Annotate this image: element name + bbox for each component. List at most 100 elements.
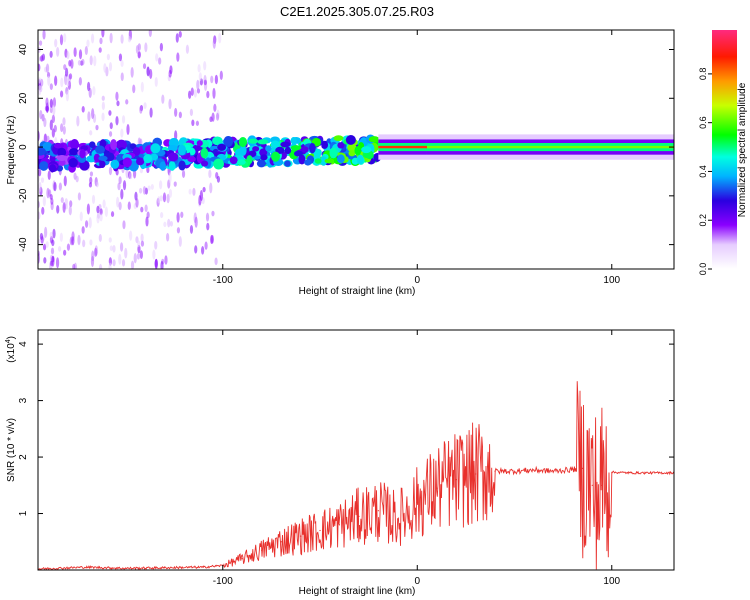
spectrogram-speckle (129, 230, 133, 241)
spectrogram-speckle (211, 210, 215, 217)
spectrogram-speckle (140, 240, 145, 247)
spectrogram-speckle (142, 185, 147, 195)
spectrogram-speckle (120, 188, 124, 200)
spectrogram-cell (167, 144, 178, 152)
spectrogram-speckle (199, 189, 204, 202)
spectrogram-speckle (89, 176, 93, 184)
snr-series-line (38, 381, 674, 570)
spectrogram-speckle (108, 262, 112, 269)
snr-ylabel: SNR (10 * v/v) (6, 418, 17, 482)
spectrogram-speckle (215, 112, 220, 121)
spectrogram-speckle (109, 245, 113, 251)
spectrogram-speckle (112, 245, 116, 253)
spectrogram-speckle (161, 94, 165, 104)
spectrogram-speckle (125, 99, 129, 105)
spectrogram-speckle (43, 257, 47, 264)
spectrogram-speckle (146, 66, 150, 77)
spectrogram-speckle (194, 216, 198, 228)
snr-point (611, 471, 613, 473)
spectrogram-speckle (42, 196, 46, 207)
spectrogram-cell (115, 139, 127, 150)
spectrogram-cell (280, 141, 291, 148)
spectrogram-speckle (139, 168, 144, 174)
spectrogram-speckle (108, 166, 113, 176)
spectrogram-speckle (196, 79, 200, 90)
spectrogram-speckle (205, 212, 210, 222)
spectrogram-speckle (157, 196, 161, 204)
spectrogram-speckle (152, 249, 156, 260)
spectrogram-speckle (138, 187, 143, 194)
spectrogram-speckle (176, 227, 181, 234)
spectrogram-cell (271, 151, 280, 162)
spectrogram-speckle (99, 213, 103, 222)
spectrogram-speckle (132, 84, 136, 94)
spectrogram-speckle (154, 76, 158, 87)
spectrogram-speckle (99, 37, 103, 45)
snr-point (358, 515, 360, 517)
spectrogram-speckle (213, 103, 217, 112)
spectrogram-cell (42, 141, 53, 152)
spectrogram-speckle (127, 36, 132, 43)
spectrogram-speckle (51, 239, 55, 247)
spectrogram-speckle (167, 218, 171, 228)
colorbar-label: Normalized spectral amplitude (737, 82, 748, 217)
spectrogram-speckle (55, 257, 60, 269)
spectrogram-cell (200, 160, 209, 167)
spectrogram-speckle (44, 226, 48, 238)
spectrogram-cell (284, 146, 292, 155)
spectrogram-cell (284, 160, 291, 167)
spectrogram-speckle (191, 119, 195, 127)
colorbar-tick-label: 0.8 (698, 68, 708, 81)
spectrogram-cell (313, 148, 322, 159)
spectrogram-speckle (62, 202, 66, 213)
spectrogram-speckle (210, 234, 214, 245)
spectrogram-cell (99, 160, 106, 168)
spectrogram-speckle (145, 216, 149, 227)
spectrogram-cell (321, 140, 329, 149)
spectrogram-speckle (51, 255, 55, 267)
spectrogram-speckle (90, 33, 95, 44)
spectrogram-speckle (115, 91, 119, 101)
spectrogram-speckle (139, 105, 143, 114)
spectrogram-speckle (210, 75, 214, 84)
spectrogram-speckle (101, 30, 105, 38)
spectrogram-speckle (90, 256, 95, 267)
snr-point (299, 535, 302, 537)
spectrogram-cell (150, 153, 159, 161)
spectrogram-speckle (133, 253, 137, 264)
spectrogram-speckle (178, 236, 182, 247)
spectrogram-cell (298, 154, 306, 165)
snr-xtick-label: 0 (414, 576, 420, 587)
spectrogram-xtick-label: 100 (603, 275, 620, 286)
spectrogram-speckle (59, 34, 64, 46)
spectrogram-speckle (155, 53, 159, 62)
spectrogram-speckle (93, 55, 97, 67)
spectrogram-speckle (194, 245, 198, 254)
spectrogram-speckle (160, 212, 164, 219)
snr-marks (38, 381, 674, 570)
spectrogram-speckle (140, 81, 144, 93)
spectrogram-speckle (45, 63, 50, 74)
spectrogram-speckle (154, 240, 158, 250)
spectrogram-cell (88, 141, 96, 149)
spectrogram-cell (314, 158, 322, 164)
spectrogram-cell (354, 146, 362, 156)
spectrogram-speckle (60, 123, 64, 133)
spectrogram-speckle (99, 208, 103, 216)
spectrogram-cell (159, 161, 166, 171)
snr-point (280, 541, 282, 543)
spectrogram-cell (200, 147, 209, 159)
spectrogram-speckle (89, 239, 93, 246)
spectrogram-cell (213, 158, 224, 170)
spectrogram-speckle (66, 51, 70, 60)
colorbar-tick-label: 0.6 (698, 116, 708, 129)
spectrogram-speckle (166, 232, 170, 242)
spectrogram-speckle (54, 38, 58, 48)
spectrogram-speckle (63, 175, 67, 187)
spectrogram-cell (229, 156, 238, 165)
spectrogram-speckle (47, 75, 51, 86)
spectrogram-speckle (108, 110, 112, 116)
spectrogram-speckle (149, 68, 153, 79)
snr-panel: -100 0 100 1 2 3 4 Height of straight line (km… (5, 329, 675, 597)
